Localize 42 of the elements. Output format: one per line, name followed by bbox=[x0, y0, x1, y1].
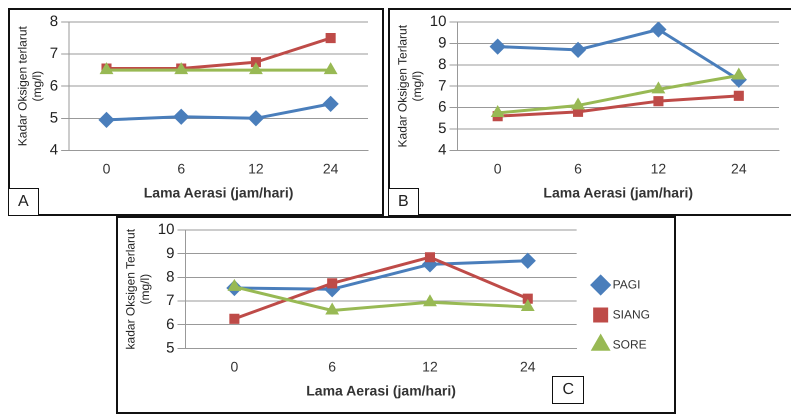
y-tick-label: 8 bbox=[166, 268, 174, 286]
y-tick-label: 9 bbox=[438, 34, 446, 52]
y-tick-label: 7 bbox=[166, 292, 174, 310]
y-tick-label: 7 bbox=[438, 77, 446, 94]
y-axis-title: Kadar Oksigen terlarut (mg/l) bbox=[16, 26, 44, 146]
x-tick-label: 0 bbox=[494, 160, 502, 177]
x-tick-label: 24 bbox=[322, 160, 339, 177]
x-tick-label: 6 bbox=[574, 160, 582, 177]
x-tick-label: 0 bbox=[102, 160, 111, 177]
y-tick-label: 9 bbox=[166, 244, 174, 262]
y-tick-label: 5 bbox=[438, 120, 446, 138]
y-tick-label: 8 bbox=[50, 13, 58, 30]
x-tick-label: 24 bbox=[520, 358, 536, 375]
y-tick-label: 10 bbox=[158, 221, 174, 238]
x-tick-label: 24 bbox=[731, 160, 747, 177]
y-tick-label: 7 bbox=[50, 45, 58, 62]
y-tick-label: 6 bbox=[166, 316, 174, 333]
y-axis-title: kadar Oksigen Terlarut (mg/l) bbox=[124, 228, 152, 350]
y-tick-label: 10 bbox=[430, 13, 446, 30]
legend-label: PAGI bbox=[612, 277, 640, 292]
y-tick-label: 6 bbox=[50, 77, 58, 94]
legend-label: SIANG bbox=[612, 307, 650, 322]
y-tick-label: 6 bbox=[438, 98, 446, 116]
x-tick-label: 12 bbox=[422, 358, 438, 375]
x-tick-label: 12 bbox=[248, 160, 264, 177]
text: B bbox=[388, 188, 419, 216]
y-tick-label: 5 bbox=[50, 109, 58, 126]
x-tick-label: 6 bbox=[177, 160, 186, 177]
y-tick-label: 4 bbox=[50, 142, 58, 159]
y-tick-label: 8 bbox=[438, 56, 446, 73]
y-tick-label: 5 bbox=[166, 340, 174, 357]
x-tick-label: 6 bbox=[328, 358, 336, 375]
text: A bbox=[8, 188, 39, 216]
x-tick-label: 12 bbox=[650, 160, 666, 177]
x-axis-title: Lama Aerasi (jam/hari) bbox=[306, 382, 456, 398]
x-axis-title: Lama Aerasi (jam/hari) bbox=[144, 184, 294, 200]
y-tick-label: 4 bbox=[438, 142, 446, 159]
x-tick-label: 0 bbox=[230, 358, 238, 375]
y-axis-title: Kadar Oksigen Terlarut (mg/l) bbox=[396, 24, 424, 148]
x-axis-title: Lama Aerasi (jam/hari) bbox=[543, 184, 694, 200]
text: C bbox=[552, 376, 584, 404]
legend-label: SORE bbox=[612, 337, 647, 352]
